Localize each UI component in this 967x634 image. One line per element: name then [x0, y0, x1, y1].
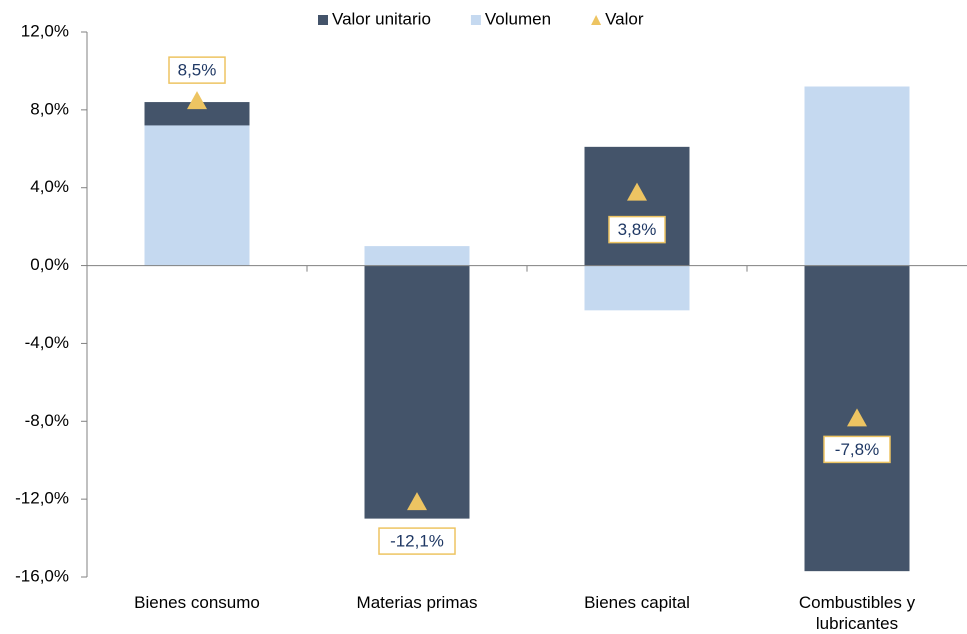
bar [364, 246, 470, 266]
y-tick-label: -4,0% [25, 333, 69, 352]
legend-label: Valor [605, 9, 644, 28]
x-tick-label: Combustibles y lubricantes [798, 593, 916, 633]
bar [364, 265, 470, 519]
bar [144, 102, 250, 126]
x-tick-label: Bienes capital [584, 593, 690, 612]
marker [627, 182, 647, 201]
y-tick-label: -8,0% [25, 411, 69, 430]
data-label-box [608, 215, 666, 244]
legend-marker [591, 15, 602, 25]
data-label: 8,5% [178, 61, 217, 80]
y-tick-label: 4,0% [30, 177, 69, 196]
x-tick-label: Bienes consumo [134, 593, 260, 612]
data-label-box [378, 527, 456, 555]
y-tick-label: 12,0% [21, 21, 69, 40]
y-tick-label: -12,0% [15, 489, 69, 508]
legend-label: Valor unitario [332, 9, 431, 28]
data-label-box [823, 435, 891, 464]
y-tick-label: -16,0% [15, 566, 69, 585]
marker [847, 408, 867, 427]
data-label: 3,8% [618, 220, 657, 239]
data-label: -12,1% [390, 532, 444, 551]
legend-swatch [470, 15, 481, 25]
bar [584, 146, 690, 266]
legend-label: Volumen [485, 9, 551, 28]
bar [584, 265, 690, 311]
data-label-box [168, 56, 226, 84]
data-label: -7,8% [835, 440, 879, 459]
marker [187, 91, 207, 110]
bar [144, 125, 250, 266]
legend-swatch [318, 15, 328, 25]
marker [407, 492, 427, 511]
y-tick-label: 8,0% [30, 99, 69, 118]
y-tick-label: 0,0% [30, 255, 69, 274]
x-tick-label: Materias primas [356, 593, 478, 612]
bar [804, 86, 910, 266]
